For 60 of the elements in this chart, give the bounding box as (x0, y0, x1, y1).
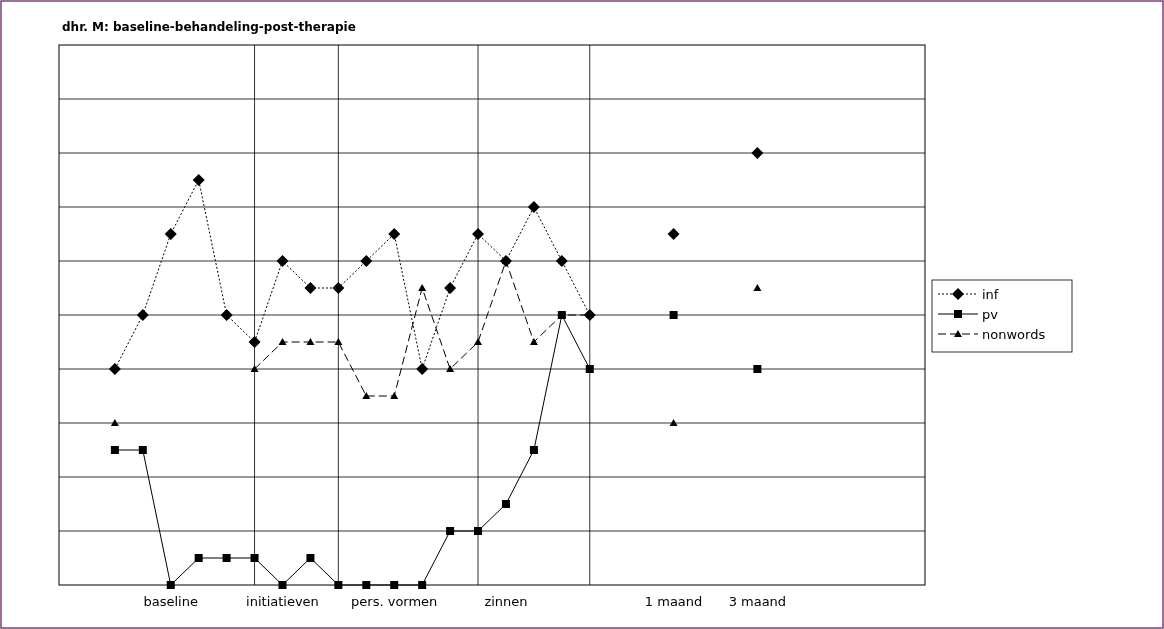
point (250, 365, 259, 372)
point (751, 147, 764, 159)
chart-title: dhr. M: baseline-behandeling-post-therapie (62, 20, 356, 34)
x-tick-label: baseline (143, 594, 198, 609)
point (669, 419, 678, 426)
legend-label: inf (982, 287, 999, 302)
point (110, 419, 119, 426)
point (250, 554, 259, 562)
point (138, 446, 147, 454)
point (585, 365, 594, 373)
x-tick-label: zinnen (484, 594, 528, 609)
point (192, 174, 205, 186)
point (194, 554, 203, 562)
point (446, 365, 455, 372)
point (555, 255, 568, 267)
point (360, 255, 373, 267)
point (248, 336, 261, 348)
point (332, 282, 345, 294)
point (362, 392, 371, 399)
point (753, 284, 762, 291)
point (418, 284, 427, 291)
x-tick-label: 1 maand (644, 594, 703, 609)
point (278, 338, 287, 345)
point (529, 338, 538, 345)
point (474, 527, 483, 535)
point (136, 309, 149, 321)
point (529, 446, 538, 454)
point (527, 201, 540, 213)
point (276, 255, 289, 267)
point (334, 581, 343, 589)
point (304, 282, 317, 294)
point (418, 581, 427, 589)
point (390, 581, 399, 589)
point (306, 554, 315, 562)
point (362, 581, 371, 589)
point (388, 228, 401, 240)
point (278, 581, 287, 589)
point (472, 228, 485, 240)
point (334, 338, 343, 345)
point (390, 392, 399, 399)
point (474, 338, 483, 345)
point (220, 309, 233, 321)
point (446, 527, 455, 535)
x-tick-label: pers. vormen (351, 594, 438, 609)
legend-label: nonwords (982, 327, 1046, 342)
point (166, 581, 175, 589)
point (753, 365, 762, 373)
point (667, 228, 680, 240)
point (501, 500, 510, 508)
legend-label: pv (982, 307, 999, 322)
point (110, 446, 119, 454)
point (108, 363, 121, 375)
point (306, 338, 315, 345)
point (164, 228, 177, 240)
point (222, 554, 231, 562)
point (669, 311, 678, 319)
point (444, 282, 457, 294)
x-tick-label: initiatieven (246, 594, 319, 609)
point (416, 363, 429, 375)
x-tick-label: 3 maand (728, 594, 787, 609)
